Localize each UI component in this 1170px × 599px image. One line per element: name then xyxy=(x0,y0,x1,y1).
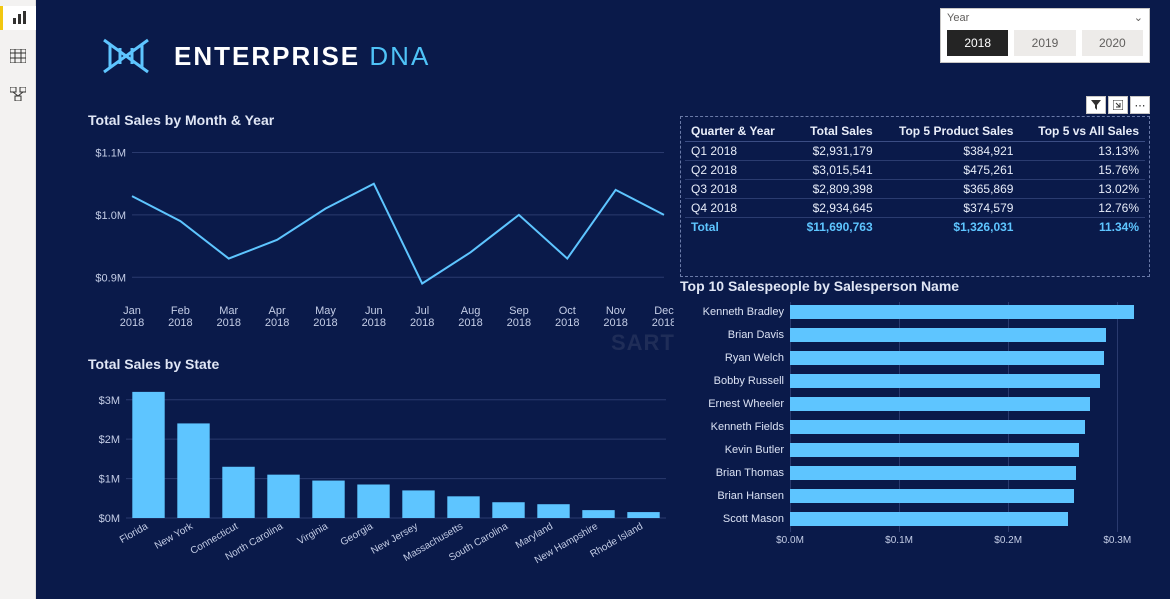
brand-text: ENTERPRISE DNA xyxy=(174,41,430,72)
svg-text:Feb: Feb xyxy=(171,305,190,317)
svg-text:Georgia: Georgia xyxy=(339,521,376,549)
svg-text:2018: 2018 xyxy=(120,317,144,329)
salesperson-name: Kevin Butler xyxy=(680,444,790,456)
table-row[interactable]: Q2 2018$3,015,541$475,26115.76% xyxy=(685,161,1145,180)
svg-text:Sep: Sep xyxy=(509,305,529,317)
salesperson-name: Brian Thomas xyxy=(680,467,790,479)
sp-xaxis-tick: $0.2M xyxy=(994,535,1022,546)
svg-text:Aug: Aug xyxy=(461,305,481,317)
qtable-header: Total Sales xyxy=(792,121,879,142)
svg-text:Jun: Jun xyxy=(365,305,383,317)
app-root: ENTERPRISE DNA Year ⌄ 201820192020 ⋯ Tot… xyxy=(0,0,1170,599)
svg-text:Jan: Jan xyxy=(123,305,141,317)
table-view-icon[interactable] xyxy=(4,44,32,68)
salesperson-name: Ernest Wheeler xyxy=(680,398,790,410)
svg-text:$3M: $3M xyxy=(99,395,120,407)
svg-text:May: May xyxy=(315,305,336,317)
salesperson-bar[interactable]: Brian Hansen xyxy=(680,486,1150,506)
svg-text:2018: 2018 xyxy=(410,317,434,329)
svg-text:$1M: $1M xyxy=(99,474,120,486)
state-bar-panel[interactable]: Total Sales by State $0M $1M $2M $3M Florida… xyxy=(88,356,674,578)
salesperson-bar[interactable]: Scott Mason xyxy=(680,509,1150,529)
dna-icon xyxy=(98,36,154,76)
state-bar-title: Total Sales by State xyxy=(88,356,674,372)
table-total-row: Total$11,690,763$1,326,03111.34% xyxy=(685,218,1145,237)
svg-text:Nov: Nov xyxy=(606,305,626,317)
view-rail xyxy=(0,0,36,599)
year-slicer-label: Year xyxy=(947,12,969,24)
salesperson-name: Kenneth Bradley xyxy=(680,306,790,318)
line-chart-panel[interactable]: Total Sales by Month & Year $0.9M $1.0M $1… xyxy=(88,112,674,342)
svg-text:Florida: Florida xyxy=(118,521,150,546)
chart-view-icon[interactable] xyxy=(0,6,36,30)
filter-icon[interactable] xyxy=(1086,96,1106,114)
sp-xaxis-tick: $0.3M xyxy=(1103,535,1131,546)
svg-text:2018: 2018 xyxy=(652,317,674,329)
svg-text:$2M: $2M xyxy=(99,434,120,446)
salesperson-bar[interactable]: Kevin Butler xyxy=(680,440,1150,460)
svg-text:Virginia: Virginia xyxy=(296,521,331,547)
salespeople-panel[interactable]: Top 10 Salespeople by Salesperson Name K… xyxy=(680,278,1150,578)
year-option-2020[interactable]: 2020 xyxy=(1082,30,1143,56)
brand-word1: ENTERPRISE xyxy=(174,41,360,71)
table-row[interactable]: Q3 2018$2,809,398$365,86913.02% xyxy=(685,180,1145,199)
svg-text:2018: 2018 xyxy=(603,317,627,329)
focus-mode-icon[interactable] xyxy=(1108,96,1128,114)
svg-text:2018: 2018 xyxy=(555,317,579,329)
salesperson-bar[interactable]: Brian Davis xyxy=(680,325,1150,345)
more-options-icon[interactable]: ⋯ xyxy=(1130,96,1150,114)
svg-text:2018: 2018 xyxy=(507,317,531,329)
salesperson-bar[interactable]: Brian Thomas xyxy=(680,463,1150,483)
model-view-icon[interactable] xyxy=(4,82,32,106)
salesperson-name: Bobby Russell xyxy=(680,375,790,387)
svg-text:Mar: Mar xyxy=(219,305,238,317)
qtable-header: Quarter & Year xyxy=(685,121,792,142)
salesperson-name: Brian Hansen xyxy=(680,490,790,502)
svg-text:2018: 2018 xyxy=(313,317,337,329)
salesperson-name: Scott Mason xyxy=(680,513,790,525)
year-options: 20182019 2020 xyxy=(941,26,1149,62)
year-option-2018[interactable]: 2018 xyxy=(947,30,1008,56)
salespeople-title: Top 10 Salespeople by Salesperson Name xyxy=(680,278,1150,294)
svg-text:2018: 2018 xyxy=(265,317,289,329)
svg-text:2018: 2018 xyxy=(362,317,386,329)
report-canvas: ENTERPRISE DNA Year ⌄ 201820192020 ⋯ Tot… xyxy=(36,0,1170,599)
quarter-table[interactable]: Quarter & YearTotal SalesTop 5 Product S… xyxy=(680,116,1150,277)
year-option-2019[interactable]: 2019 xyxy=(1014,30,1075,56)
salesperson-bar[interactable]: Kenneth Fields xyxy=(680,417,1150,437)
svg-text:2018: 2018 xyxy=(458,317,482,329)
salesperson-name: Kenneth Fields xyxy=(680,421,790,433)
svg-text:$1.1M: $1.1M xyxy=(95,147,126,159)
svg-text:Apr: Apr xyxy=(269,305,286,317)
qtable-header: Top 5 vs All Sales xyxy=(1019,121,1145,142)
salesperson-bar[interactable]: Ryan Welch xyxy=(680,348,1150,368)
brand-logo: ENTERPRISE DNA xyxy=(98,36,430,76)
year-slicer[interactable]: Year ⌄ 20182019 2020 xyxy=(940,8,1150,63)
state-bar-svg: $0M$1M$2M$3MFloridaNew YorkConnecticutNo… xyxy=(88,378,674,578)
chevron-down-icon[interactable]: ⌄ xyxy=(1134,11,1143,24)
svg-text:$0M: $0M xyxy=(99,513,120,525)
svg-text:Dec: Dec xyxy=(654,305,674,317)
svg-text:2018: 2018 xyxy=(168,317,192,329)
svg-text:2018: 2018 xyxy=(216,317,240,329)
svg-text:Oct: Oct xyxy=(559,305,576,317)
table-row[interactable]: Q4 2018$2,934,645$374,57912.76% xyxy=(685,199,1145,218)
svg-text:$0.9M: $0.9M xyxy=(95,272,126,284)
svg-text:Jul: Jul xyxy=(415,305,429,317)
salesperson-name: Brian Davis xyxy=(680,329,790,341)
table-row[interactable]: Q1 2018$2,931,179$384,92113.13% xyxy=(685,142,1145,161)
salesperson-bar[interactable]: Kenneth Bradley xyxy=(680,302,1150,322)
sp-xaxis-tick: $0.1M xyxy=(885,535,913,546)
salesperson-bar[interactable]: Bobby Russell xyxy=(680,371,1150,391)
brand-word2: DNA xyxy=(369,41,430,71)
sp-xaxis-tick: $0.0M xyxy=(776,535,804,546)
salesperson-name: Ryan Welch xyxy=(680,352,790,364)
qtable-header: Top 5 Product Sales xyxy=(879,121,1020,142)
line-chart-title: Total Sales by Month & Year xyxy=(88,112,674,128)
visual-toolbar: ⋯ xyxy=(1086,96,1150,114)
line-chart-svg: $0.9M$1.0M$1.1MJan2018Feb2018Mar2018Apr2… xyxy=(88,134,674,344)
svg-text:$1.0M: $1.0M xyxy=(95,210,126,222)
salesperson-bar[interactable]: Ernest Wheeler xyxy=(680,394,1150,414)
